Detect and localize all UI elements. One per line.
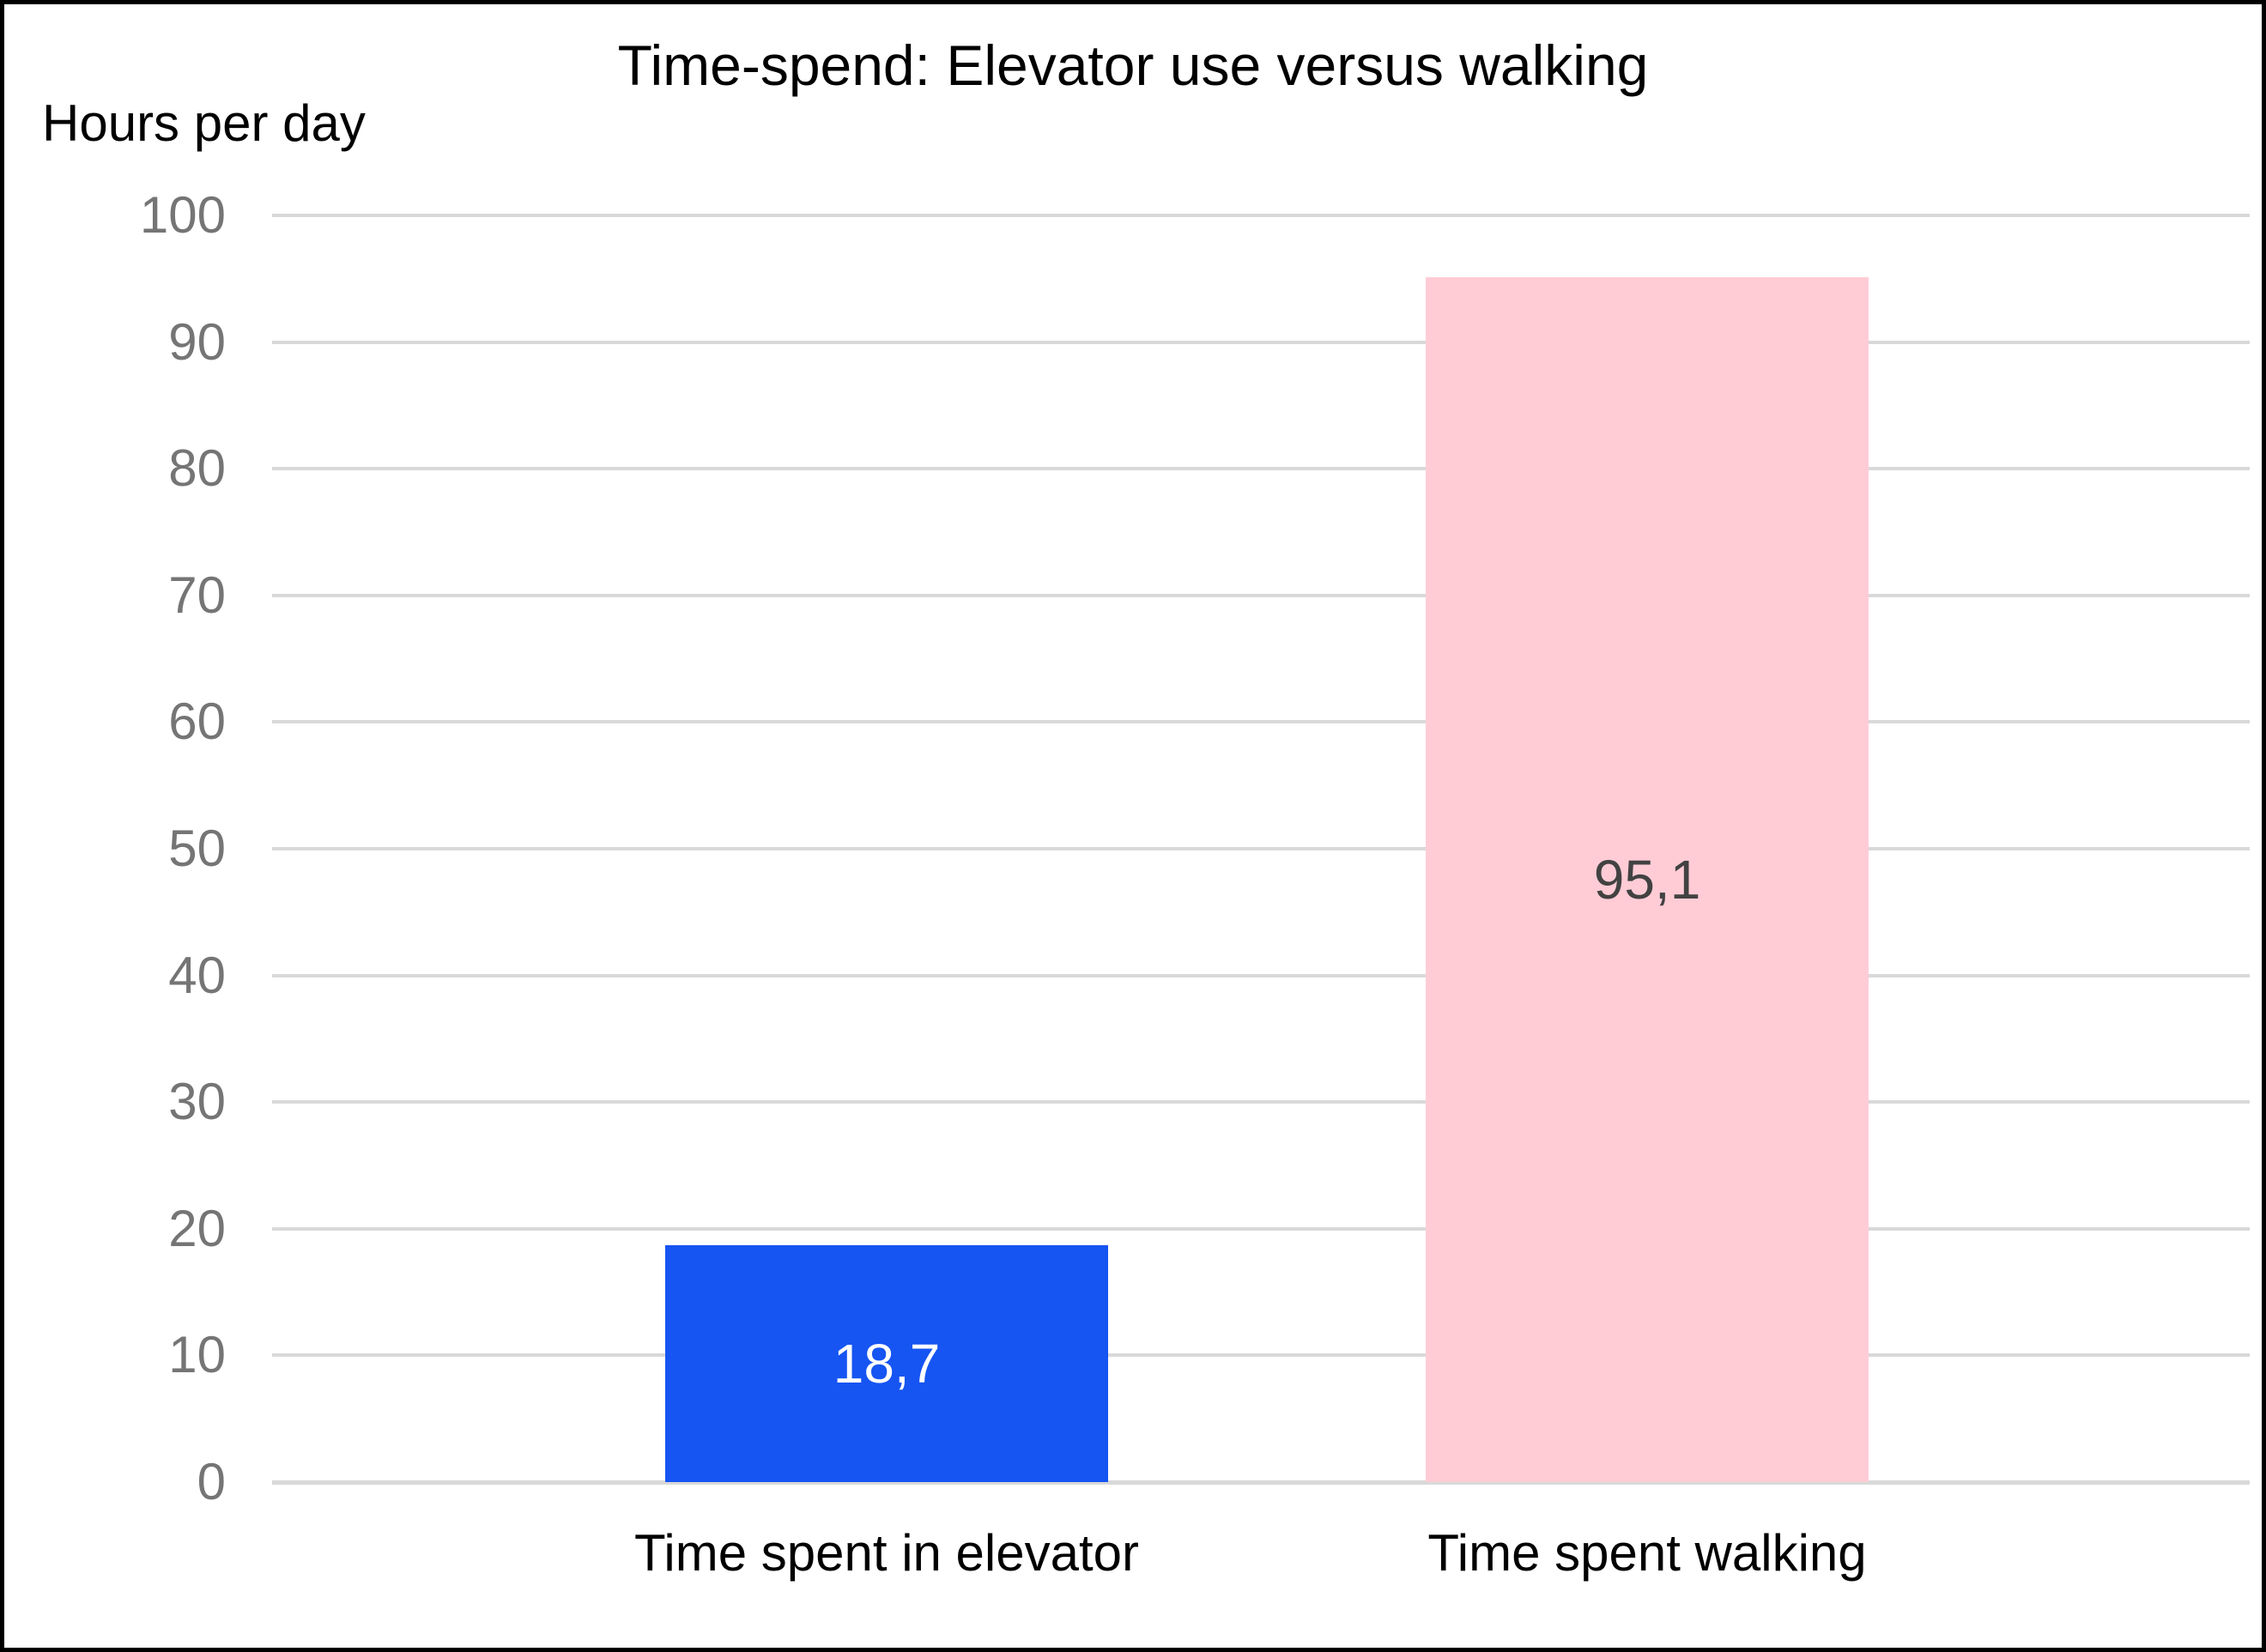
bar-time-spent-walking	[1426, 277, 1869, 1482]
gridline-20	[272, 1226, 2250, 1231]
gridline-100	[272, 214, 2250, 217]
y-tick-label-50: 50	[168, 820, 226, 877]
gridline-30	[272, 1100, 2250, 1104]
y-tick-label-70: 70	[168, 566, 226, 624]
gridline-70	[272, 593, 2250, 597]
y-tick-label-10: 10	[168, 1326, 226, 1384]
y-tick-label-80: 80	[168, 439, 226, 498]
y-tick-label-30: 30	[168, 1073, 226, 1131]
y-tick-label-20: 20	[168, 1199, 226, 1257]
x-axis-baseline	[272, 1480, 2250, 1485]
gridline-40	[272, 973, 2250, 977]
bar-value-label-time-spent-walking: 95,1	[1593, 849, 1701, 911]
gridline-80	[272, 467, 2250, 471]
y-tick-label-40: 40	[168, 946, 226, 1004]
bar-value-label-time-spent-in-elevator: 18,7	[833, 1332, 941, 1395]
category-label-time-spent-walking: Time spent walking	[1427, 1524, 1867, 1582]
bar-time-spent-in-elevator	[665, 1244, 1108, 1482]
y-tick-label-0: 0	[197, 1453, 226, 1510]
gridline-90	[272, 340, 2250, 344]
y-tick-label-100: 100	[139, 186, 226, 244]
y-tick-label-90: 90	[168, 312, 226, 371]
gridline-60	[272, 720, 2250, 724]
gridline-10	[272, 1353, 2250, 1358]
category-label-time-spent-in-elevator: Time spent in elevator	[633, 1524, 1140, 1582]
gridline-50	[272, 847, 2250, 850]
y-tick-label-60: 60	[168, 693, 226, 751]
y-axis-title: Hours per day	[42, 94, 366, 152]
chart-title: Time-spend: Elevator use versus walking	[617, 33, 1649, 97]
